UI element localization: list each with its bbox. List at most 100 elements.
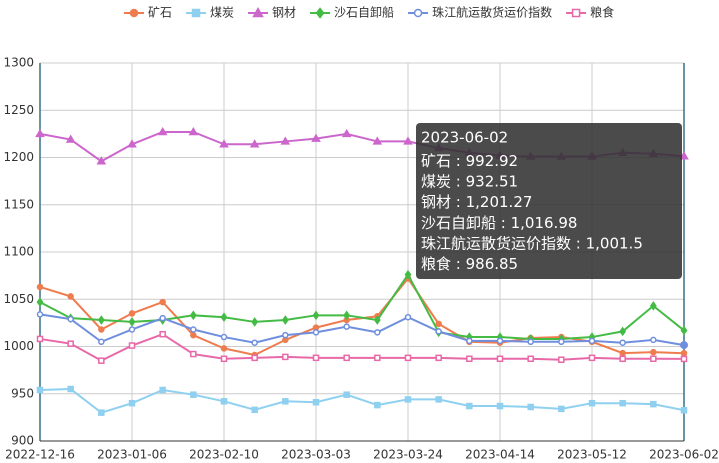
point [466,355,473,363]
tooltip: 2023-06-02 矿石 : 992.92 煤炭 : 932.51 钢材 : 1,2… [416,123,682,279]
point [36,297,44,307]
point [343,354,350,362]
point [128,326,136,333]
tooltip-line: 钢材 : 1,201.27 [421,193,532,211]
point [435,320,442,328]
series [36,311,688,349]
point [127,139,137,148]
line [39,272,685,340]
point [527,355,534,363]
point [159,386,166,394]
point [496,355,504,363]
point [649,301,657,311]
legend-label: 矿石 [148,6,172,20]
tooltip-line: 矿石 : 992.92 [421,152,518,170]
point [374,354,381,362]
point [650,355,657,363]
point [251,317,259,327]
y-tick-label: 950 [11,386,34,400]
legend-item: 珠江航运散货运价指数 [408,5,552,20]
point [251,406,258,414]
point [67,315,74,323]
point [404,396,412,403]
tooltip-sep: : [451,152,466,170]
tooltip-line: 珠江航运散货运价指数 : 1,001.5 [421,234,643,252]
point [281,315,289,325]
point [619,355,626,363]
point [466,402,473,410]
tooltip-name: 矿石 [421,152,451,170]
tooltip-value: 986.85 [466,255,519,273]
point [128,317,136,327]
tooltip-value: 932.51 [466,172,519,190]
point [619,326,627,337]
point [343,391,350,398]
y-tick-label: 900 [11,434,34,448]
point [159,298,166,306]
point [36,386,44,394]
point [404,354,412,362]
point [619,339,626,346]
point [190,350,197,358]
point [128,399,136,407]
point [36,283,44,291]
y-tick-label: 1050 [3,292,34,306]
legend-marker [129,8,139,18]
x-tick-label: 2023-04-14 [465,448,535,462]
tooltip-sep: : [496,213,511,231]
point [159,330,166,338]
point [558,405,565,413]
point [67,385,74,393]
point [220,398,228,405]
y-tick-label: 1300 [3,56,34,70]
point [312,354,320,362]
point [527,338,534,346]
point [312,329,320,336]
point [680,325,688,336]
tooltip-value: 992.92 [466,152,519,170]
y-tick-label: 1000 [3,339,34,353]
point [527,403,534,411]
point [558,338,565,346]
point [588,337,596,345]
point [404,313,412,321]
point [650,348,657,356]
point [680,407,688,414]
point [282,353,289,361]
tooltip-sep: : [451,193,466,211]
point [496,337,504,345]
point [650,400,657,408]
point [312,310,320,321]
point [679,151,689,160]
x-tick-label: 2023-03-24 [373,448,443,462]
point [220,345,228,352]
x-tick-label: 2022-12-16 [5,448,75,462]
point [159,314,166,322]
tooltip-title: 2023-06-02 [421,129,508,147]
point [190,391,197,398]
point [466,337,473,345]
tooltip-sep: : [571,234,586,252]
tooltip-sep: : [451,172,466,190]
legend-item: 粮食 [566,5,614,20]
point [220,333,228,341]
legend-marker [315,7,325,19]
series [36,330,688,364]
legend-item: 煤炭 [186,6,234,20]
point [98,409,105,416]
point [343,310,351,321]
legend-label: 钢材 [272,6,296,20]
tooltip-value: 1,001.5 [586,234,643,252]
point [312,399,320,406]
point [220,312,228,322]
tooltip-box [416,123,682,279]
point [157,126,168,136]
tooltip-line: 沙石自卸船 : 1,016.98 [421,213,577,231]
point [619,349,626,357]
point [588,399,596,407]
point [36,311,44,318]
point [435,396,442,403]
point [374,329,381,336]
point [251,339,258,346]
point [98,338,105,346]
